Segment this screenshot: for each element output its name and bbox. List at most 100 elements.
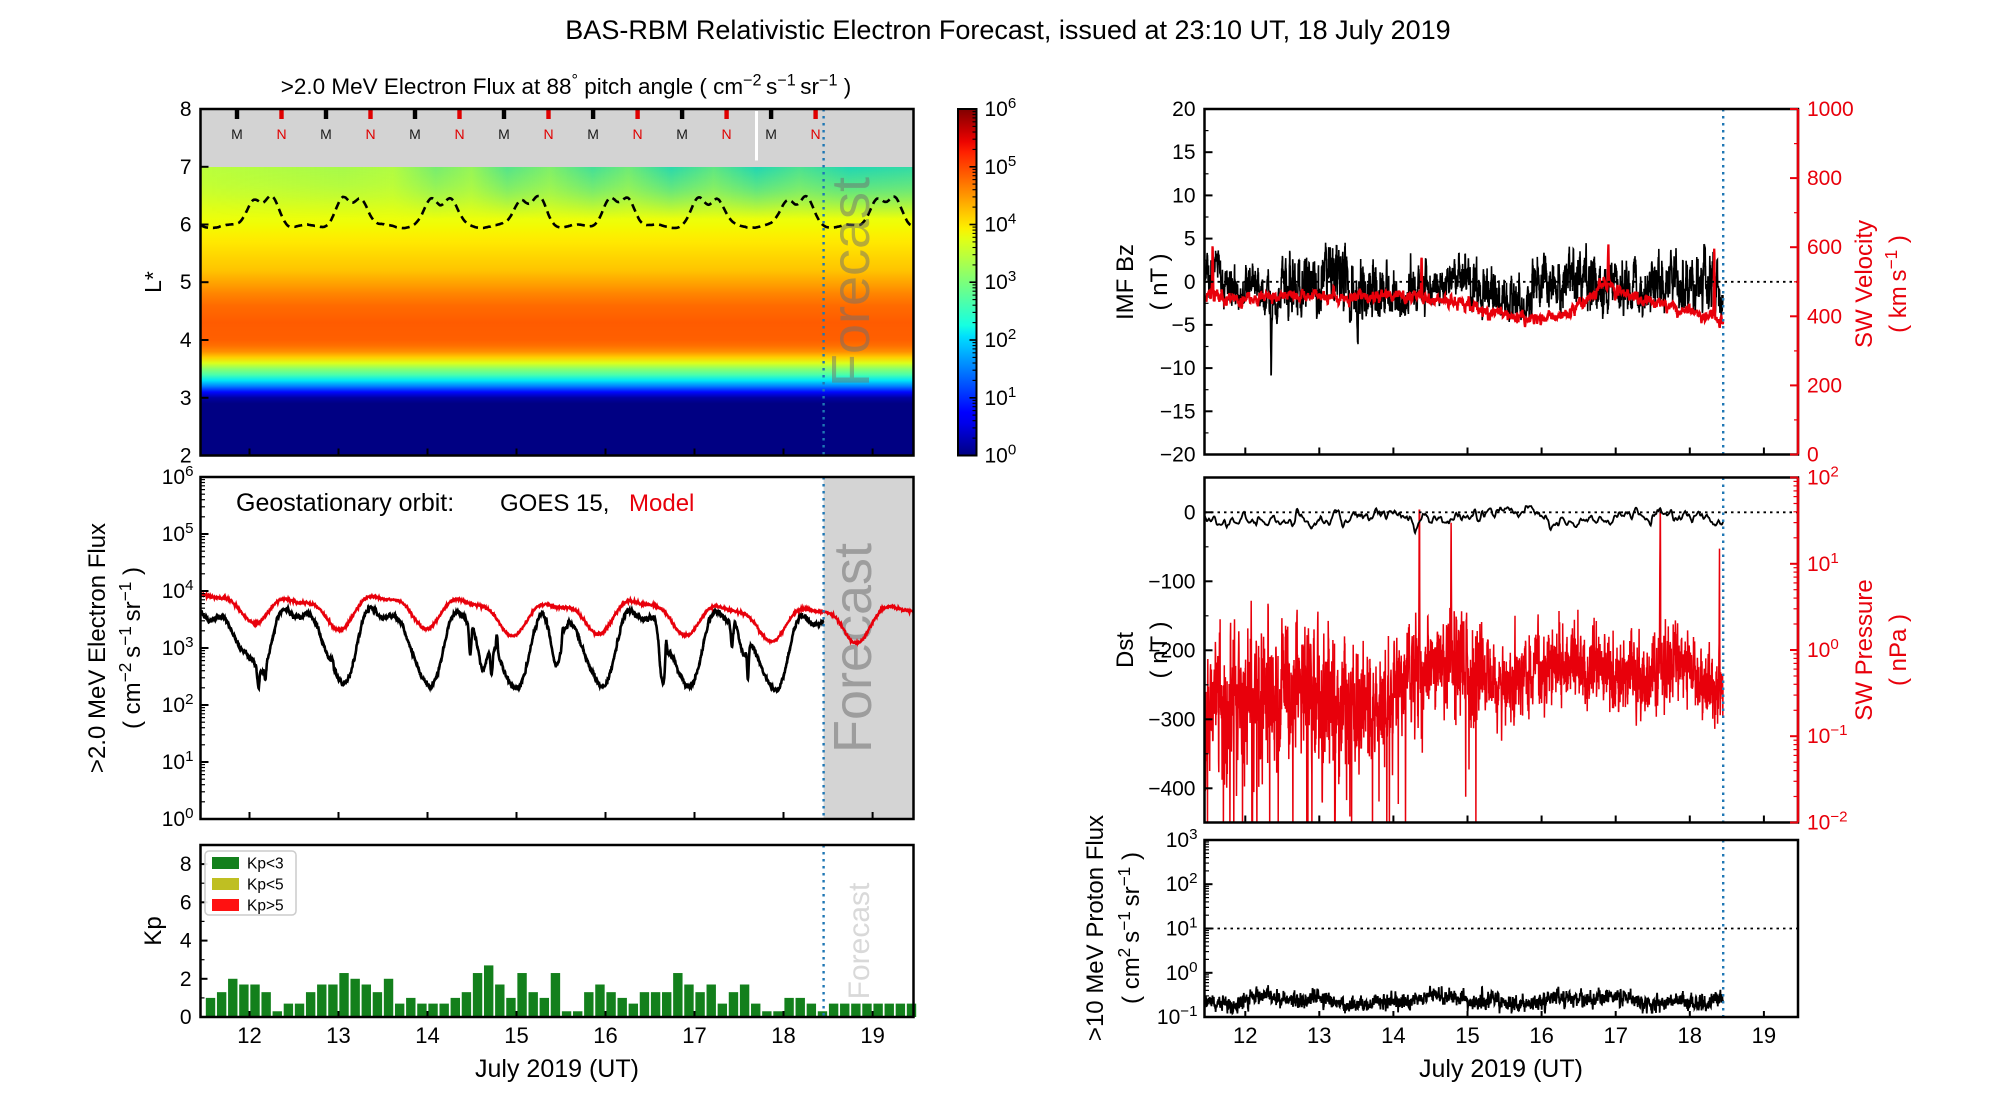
svg-text:2: 2	[180, 968, 192, 991]
svg-text:20: 20	[1172, 98, 1195, 121]
svg-text:8: 8	[180, 98, 192, 121]
svg-text:M: M	[498, 126, 510, 142]
svg-text:15: 15	[1172, 141, 1195, 164]
svg-text:102: 102	[1807, 464, 1839, 490]
svg-text:6: 6	[180, 214, 192, 237]
svg-text:M: M	[587, 126, 599, 142]
svg-text:M: M	[676, 126, 688, 142]
svg-text:0: 0	[180, 1006, 192, 1029]
svg-text:16: 16	[593, 1023, 617, 1048]
svg-text:5: 5	[180, 271, 192, 294]
svg-text:SW Pressure: SW Pressure	[1851, 579, 1878, 720]
svg-text:L*: L*	[140, 271, 166, 293]
svg-text:10−1: 10−1	[1807, 722, 1848, 748]
svg-text:GOES 15,: GOES 15,	[500, 490, 609, 517]
svg-text:18: 18	[771, 1023, 795, 1048]
svg-text:( cm2 s−1 sr−1 ): ( cm2 s−1 sr−1 )	[1114, 852, 1145, 1004]
svg-text:Forecast: Forecast	[823, 543, 883, 753]
svg-text:7: 7	[180, 156, 192, 179]
svg-text:Geostationary orbit:: Geostationary orbit:	[236, 489, 454, 517]
svg-text:6: 6	[180, 891, 192, 914]
svg-text:Kp: Kp	[140, 916, 167, 945]
svg-text:17: 17	[682, 1023, 706, 1048]
svg-text:July 2019 (UT): July 2019 (UT)	[1419, 1055, 1583, 1083]
svg-text:Dst: Dst	[1112, 632, 1139, 668]
svg-text:19: 19	[1752, 1023, 1776, 1048]
svg-text:0: 0	[1184, 271, 1196, 294]
svg-text:( nPa ): ( nPa )	[1885, 614, 1912, 686]
svg-text:N: N	[722, 126, 732, 142]
svg-text:( km s−1 ): ( km s−1 )	[1881, 235, 1912, 333]
svg-text:N: N	[811, 126, 821, 142]
svg-text:104: 104	[985, 211, 1017, 237]
svg-text:BAS-RBM Relativistic Electron: BAS-RBM Relativistic Electron Forecast, …	[565, 15, 1450, 45]
svg-text:105: 105	[162, 520, 194, 546]
svg-text:106: 106	[162, 463, 194, 489]
svg-text:>10 MeV Proton Flux: >10 MeV Proton Flux	[1082, 815, 1109, 1041]
svg-text:M: M	[409, 126, 421, 142]
svg-text:101: 101	[1807, 550, 1839, 576]
svg-text:4: 4	[180, 329, 192, 352]
svg-text:( nT ): ( nT )	[1146, 622, 1173, 679]
svg-text:12: 12	[1233, 1023, 1257, 1048]
svg-text:101: 101	[162, 748, 194, 774]
svg-text:101: 101	[1166, 915, 1198, 941]
svg-text:−15: −15	[1160, 400, 1196, 423]
svg-text:M: M	[231, 126, 243, 142]
svg-text:−200: −200	[1148, 639, 1195, 662]
svg-text:12: 12	[237, 1023, 261, 1048]
svg-text:14: 14	[415, 1023, 439, 1048]
svg-text:−300: −300	[1148, 708, 1195, 731]
svg-text:106: 106	[985, 95, 1017, 121]
svg-text:N: N	[365, 126, 375, 142]
svg-text:( nT ): ( nT )	[1146, 254, 1173, 311]
svg-text:100: 100	[985, 442, 1017, 468]
svg-text:Forecast: Forecast	[821, 177, 881, 387]
svg-text:N: N	[454, 126, 464, 142]
svg-text:103: 103	[985, 268, 1017, 294]
svg-text:100: 100	[1807, 636, 1839, 662]
svg-text:5: 5	[1184, 228, 1196, 251]
svg-text:IMF Bz: IMF Bz	[1112, 244, 1139, 320]
svg-text:−400: −400	[1148, 777, 1195, 800]
svg-text:4: 4	[180, 930, 192, 953]
svg-text:15: 15	[1455, 1023, 1479, 1048]
svg-text:400: 400	[1807, 305, 1842, 328]
svg-text:14: 14	[1381, 1023, 1405, 1048]
svg-text:103: 103	[162, 634, 194, 660]
svg-text:M: M	[320, 126, 332, 142]
svg-text:Forecast: Forecast	[843, 882, 876, 999]
svg-text:SW Velocity: SW Velocity	[1851, 220, 1878, 348]
svg-text:100: 100	[1166, 959, 1198, 985]
svg-text:0: 0	[1184, 501, 1196, 524]
svg-text:Kp<5: Kp<5	[247, 877, 284, 894]
svg-text:July 2019 (UT): July 2019 (UT)	[475, 1055, 639, 1083]
svg-text:102: 102	[985, 326, 1017, 352]
svg-text:102: 102	[1166, 870, 1198, 896]
svg-text:2: 2	[180, 445, 192, 468]
svg-text:200: 200	[1807, 374, 1842, 397]
svg-text:10: 10	[1172, 184, 1195, 207]
svg-text:Kp>5: Kp>5	[247, 898, 284, 915]
svg-text:3: 3	[180, 387, 192, 410]
svg-text:N: N	[276, 126, 286, 142]
svg-text:−100: −100	[1148, 570, 1195, 593]
svg-text:>2.0 MeV Electron Flux at 88°: >2.0 MeV Electron Flux at 88° pitch angl…	[281, 71, 852, 99]
svg-text:M: M	[765, 126, 777, 142]
svg-text:101: 101	[985, 384, 1017, 410]
svg-text:Model: Model	[629, 490, 694, 517]
svg-text:−10: −10	[1160, 357, 1196, 380]
svg-text:103: 103	[1166, 826, 1198, 852]
svg-text:16: 16	[1529, 1023, 1553, 1048]
svg-text:−5: −5	[1172, 314, 1196, 337]
svg-text:( cm−2 s−1 sr−1 ): ( cm−2 s−1 sr−1 )	[115, 567, 146, 729]
svg-text:15: 15	[504, 1023, 528, 1048]
svg-text:102: 102	[162, 691, 194, 717]
svg-text:>2.0 MeV Electron Flux: >2.0 MeV Electron Flux	[84, 523, 111, 773]
svg-text:0: 0	[1807, 444, 1819, 467]
svg-text:600: 600	[1807, 236, 1842, 259]
svg-text:13: 13	[326, 1023, 350, 1048]
svg-text:104: 104	[162, 577, 194, 603]
svg-text:105: 105	[985, 153, 1017, 179]
svg-text:Kp<3: Kp<3	[247, 856, 284, 873]
